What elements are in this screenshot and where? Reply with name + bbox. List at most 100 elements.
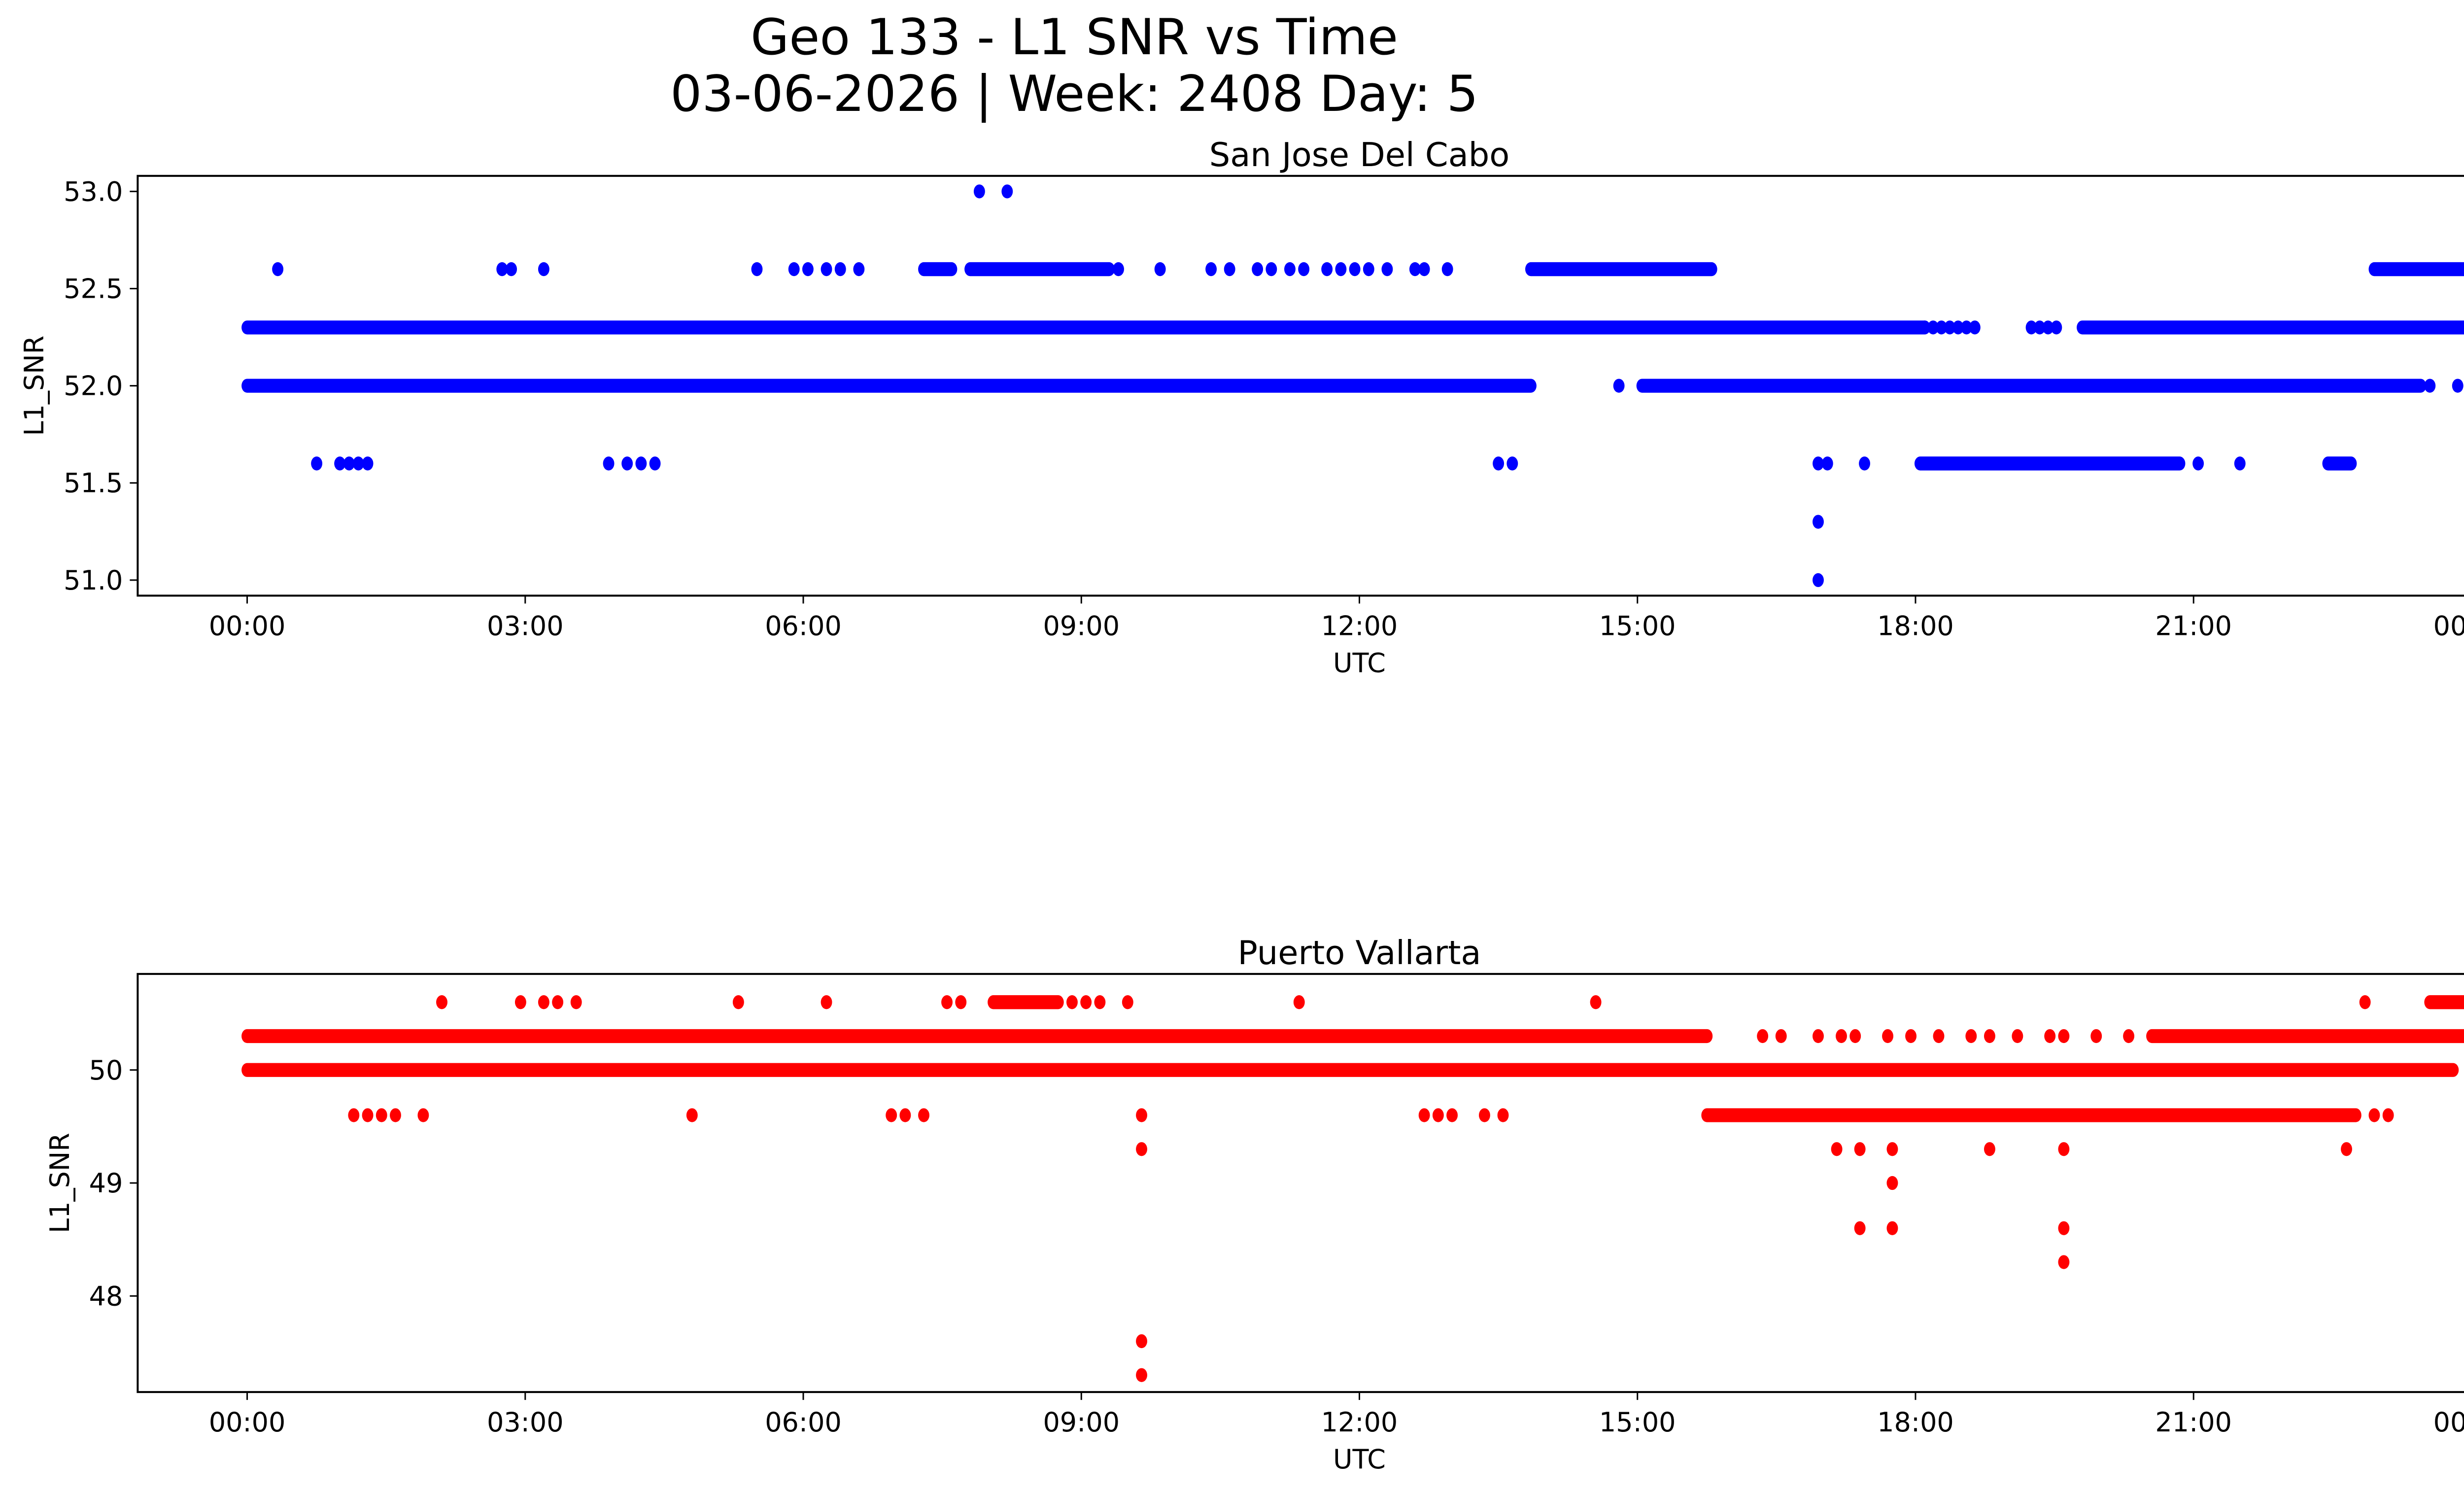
data-point	[1936, 320, 1948, 335]
data-point	[1813, 573, 1824, 588]
data-point	[1821, 456, 1833, 471]
data-point	[1854, 1221, 1866, 1235]
data-point	[552, 995, 564, 1009]
data-point	[1205, 262, 1217, 277]
data-point	[1927, 320, 1939, 335]
data-point-run	[241, 320, 1931, 335]
data-point	[1113, 262, 1124, 277]
data-point	[1136, 1334, 1147, 1349]
data-point	[1590, 995, 1602, 1009]
data-point	[1136, 1108, 1147, 1122]
data-point	[1136, 1142, 1147, 1156]
data-point	[348, 1108, 360, 1122]
data-point	[1984, 1029, 1995, 1043]
data-point	[2234, 456, 2246, 471]
data-point	[1882, 1029, 1893, 1043]
data-point	[1944, 320, 1956, 335]
data-point	[362, 1108, 374, 1122]
data-point	[1886, 1142, 1898, 1156]
x-tick-label: 15:00	[1599, 1407, 1676, 1438]
y-tick-label: 51.0	[64, 565, 123, 596]
data-point-run	[1701, 1108, 2361, 1122]
data-point	[834, 262, 846, 277]
data-point-run	[964, 262, 1115, 277]
data-point-run	[241, 1029, 1713, 1043]
data-point	[2012, 1029, 2023, 1043]
data-point	[2042, 320, 2054, 335]
data-point	[955, 995, 967, 1009]
x-tick-label: 12:00	[1321, 1407, 1398, 1438]
data-point-run	[1636, 379, 2427, 393]
panel-title: San Jose Del Cabo	[1209, 136, 1510, 174]
scatter-series	[241, 995, 2464, 1382]
y-tick-label: 51.5	[64, 468, 123, 499]
panel-puerto-vallarta: Puerto Vallarta UTC L1_SNR 00:00 03:00 06:…	[44, 934, 2464, 1475]
data-point-run	[1525, 262, 1717, 277]
data-point	[538, 995, 549, 1009]
data-point-run	[2146, 1029, 2464, 1043]
data-point	[2341, 1142, 2352, 1156]
data-point	[311, 456, 323, 471]
data-point	[1441, 262, 1453, 277]
data-point	[1952, 320, 1964, 335]
data-point	[376, 1108, 387, 1122]
y-tick-label: 52.0	[64, 371, 123, 402]
data-point	[1293, 995, 1305, 1009]
data-point	[1813, 515, 1824, 529]
data-point	[1335, 262, 1347, 277]
data-point	[686, 1108, 698, 1122]
data-point	[2058, 1142, 2070, 1156]
data-point	[802, 262, 814, 277]
data-point	[1886, 1176, 1898, 1190]
panel-san-jose-del-cabo: San Jose Del Cabo UTC L1_SNR 00:00 03:00 0…	[19, 136, 2464, 678]
data-point	[352, 456, 364, 471]
data-point	[821, 262, 832, 277]
data-point	[821, 995, 832, 1009]
y-axis-label: L1_SNR	[44, 1133, 75, 1233]
data-point	[1446, 1108, 1458, 1122]
x-axis-label: UTC	[1333, 647, 1386, 678]
data-point	[1321, 262, 1333, 277]
data-point	[2090, 1029, 2102, 1043]
data-point-run	[988, 995, 1064, 1009]
data-point	[1933, 1029, 1945, 1043]
data-point	[1363, 262, 1374, 277]
data-point	[343, 456, 355, 471]
data-point	[1080, 995, 1092, 1009]
data-point	[1886, 1221, 1898, 1235]
x-tick-label: 18:00	[1877, 610, 1954, 641]
data-point	[751, 262, 763, 277]
data-point-run	[2322, 456, 2357, 471]
x-tick-label: 03:00	[487, 610, 564, 641]
data-point	[2452, 379, 2464, 393]
data-point	[2058, 1221, 2070, 1235]
data-point	[649, 456, 661, 471]
data-point	[1859, 456, 1870, 471]
data-point	[973, 184, 985, 199]
data-point	[2025, 320, 2037, 335]
x-tick-label: 06:00	[765, 1407, 842, 1438]
data-point	[732, 995, 744, 1009]
x-axis-label: UTC	[1333, 1444, 1386, 1475]
data-point	[1849, 1029, 1861, 1043]
data-point	[272, 262, 284, 277]
data-point-run	[241, 379, 1537, 393]
data-point	[417, 1108, 429, 1122]
data-point	[853, 262, 865, 277]
panel-title: Puerto Vallarta	[1238, 934, 1481, 972]
data-point	[886, 1108, 897, 1122]
data-point	[436, 995, 447, 1009]
x-tick-label: 03:00	[487, 1407, 564, 1438]
data-point	[1001, 184, 1013, 199]
data-point	[1836, 1029, 1847, 1043]
data-point	[1831, 1142, 1843, 1156]
x-tick-label: 21:00	[2155, 610, 2232, 641]
data-point	[1965, 1029, 1977, 1043]
data-point	[1418, 262, 1430, 277]
data-point	[1984, 1142, 1995, 1156]
data-point	[390, 1108, 401, 1122]
y-axis-label: L1_SNR	[19, 336, 50, 436]
data-point	[1284, 262, 1296, 277]
data-point	[2382, 1108, 2394, 1122]
